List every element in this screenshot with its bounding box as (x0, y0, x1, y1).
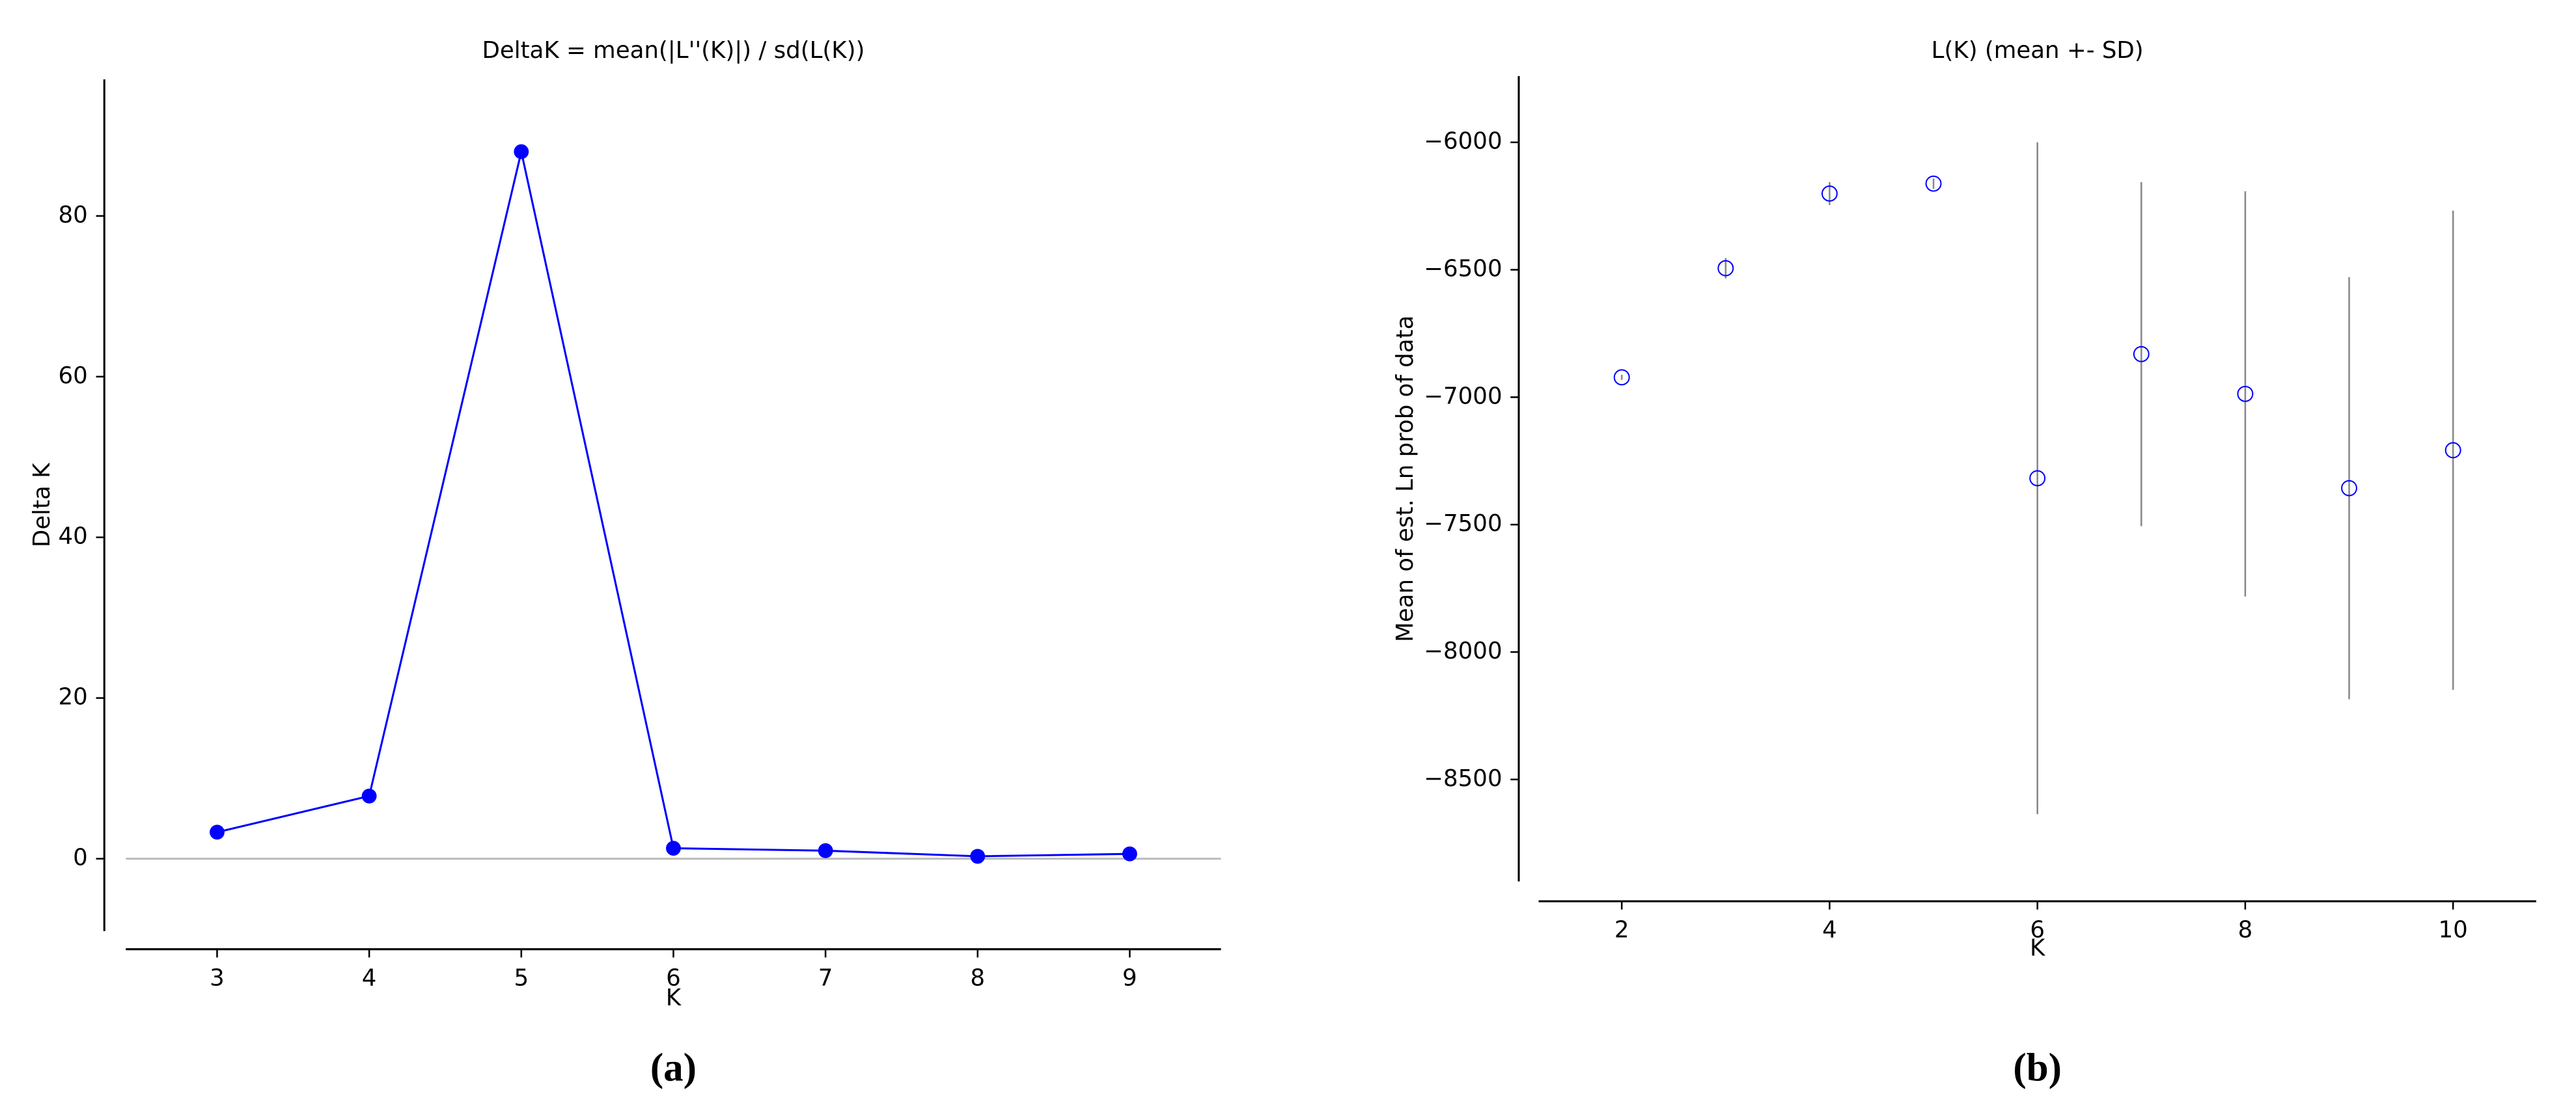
y-tick-label: 20 (59, 684, 88, 711)
y-tick-label: 0 (73, 845, 88, 871)
y-tick-label: 80 (59, 202, 88, 228)
subfigure-label: (a) (650, 1046, 697, 1090)
data-point (1613, 369, 1630, 386)
x-axis-label: K (666, 985, 682, 1011)
x-tick-label: 5 (514, 964, 529, 991)
x-tick-label: 10 (2439, 917, 2468, 944)
x-tick-label: 8 (970, 964, 985, 991)
y-tick-label: −7500 (1424, 510, 1502, 537)
data-point (2133, 346, 2150, 362)
y-tick-label: 60 (59, 362, 88, 389)
x-tick-label: 3 (210, 964, 225, 991)
data-point (514, 144, 529, 159)
x-tick-label: 7 (818, 964, 833, 991)
data-point (665, 841, 681, 856)
data-point (210, 824, 225, 840)
y-axis-label: Mean of est. Ln prob of data (1392, 316, 1419, 642)
y-tick-label: −7000 (1424, 383, 1502, 409)
data-point (361, 788, 377, 804)
x-tick-label: 6 (2030, 917, 2045, 944)
y-tick-label: −8500 (1424, 765, 1502, 792)
chart-title: L(K) (mean +- SD) (1932, 37, 2144, 64)
data-point (970, 849, 986, 864)
data-point (1122, 846, 1137, 862)
y-tick-label: 40 (59, 523, 88, 550)
subfigure-label: (b) (2013, 1046, 2062, 1090)
data-point (1821, 185, 1838, 202)
data-point (1925, 175, 1942, 192)
x-tick-label: 8 (2238, 917, 2253, 944)
y-axis-label: Delta K (29, 462, 55, 547)
data-point (2237, 385, 2254, 402)
data-point (2029, 470, 2046, 487)
y-tick-label: −6500 (1424, 256, 1502, 282)
x-tick-label: 9 (1122, 964, 1137, 991)
x-tick-label: 4 (1822, 917, 1837, 944)
chart-title: DeltaK = mean(|L''(K)|) / sd(L(K)) (482, 37, 865, 64)
data-point (2341, 480, 2357, 497)
x-tick-label: 6 (666, 964, 681, 991)
data-point (818, 843, 833, 858)
data-point (1717, 260, 1734, 277)
data-point (2444, 442, 2461, 459)
x-tick-label: 2 (1614, 917, 1629, 944)
x-tick-label: 4 (362, 964, 377, 991)
data-line (217, 151, 1130, 858)
x-axis-label: K (2030, 935, 2046, 962)
y-tick-label: −6000 (1424, 128, 1502, 155)
y-tick-label: −8000 (1424, 638, 1502, 664)
